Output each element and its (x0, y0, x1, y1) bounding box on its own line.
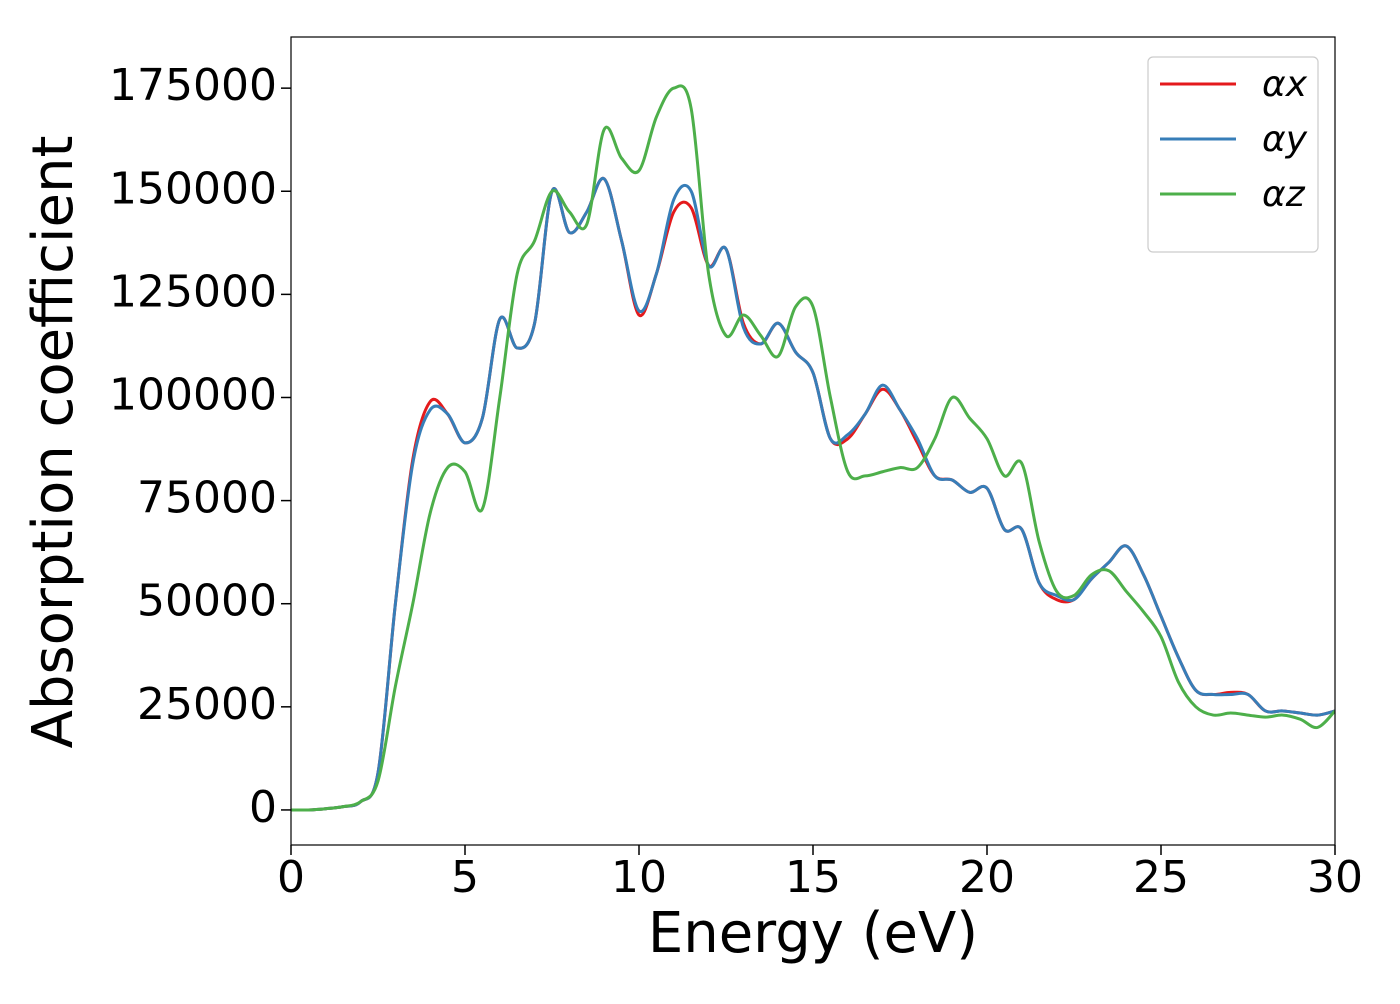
series-line (291, 177, 1335, 812)
x-tick-label: 5 (451, 852, 479, 903)
x-tick-label: 15 (785, 852, 841, 903)
y-tick-label: 125000 (109, 266, 277, 317)
x-tick-label: 0 (277, 852, 305, 903)
y-tick-label: 75000 (137, 473, 277, 524)
legend-label: αx (1262, 64, 1308, 105)
y-tick-label: 25000 (137, 679, 277, 730)
x-tick-label: 20 (959, 852, 1015, 903)
y-axis-label: Absorption coefficient (21, 136, 86, 749)
x-tick-label: 25 (1133, 852, 1189, 903)
y-tick-label: 150000 (109, 163, 277, 214)
y-tick-label: 50000 (137, 576, 277, 627)
legend-label: αz (1262, 174, 1306, 215)
x-tick-label: 10 (611, 852, 667, 903)
legend-box (1147, 56, 1319, 253)
y-tick-label: 0 (249, 782, 277, 833)
y-tick-label: 175000 (109, 60, 277, 111)
plot-frame (290, 36, 1336, 846)
plot-area (291, 84, 1335, 812)
y-tick-label: 100000 (109, 369, 277, 420)
series-line (291, 177, 1335, 812)
series-line (291, 84, 1335, 812)
x-axis-label: Energy (eV) (648, 901, 978, 966)
x-tick-label: 30 (1307, 852, 1363, 903)
legend-label: αy (1262, 119, 1308, 160)
